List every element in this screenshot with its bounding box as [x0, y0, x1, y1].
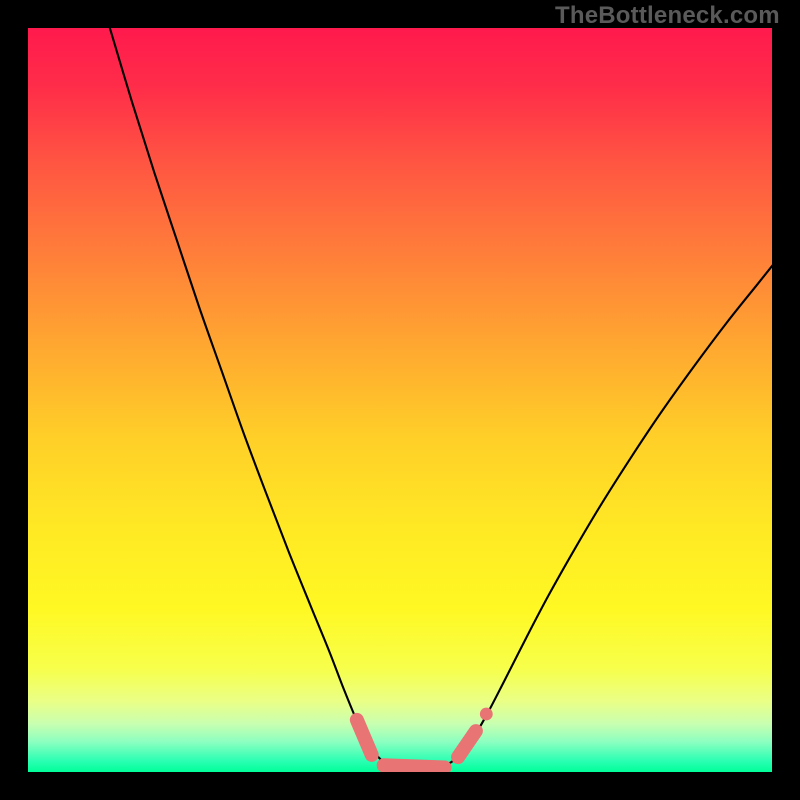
marker-capsule-1: [384, 765, 445, 767]
watermark-text: TheBottleneck.com: [555, 2, 780, 30]
marker-dot-3: [480, 708, 493, 721]
bottleneck-chart: [28, 28, 772, 772]
gradient-background: [28, 28, 772, 772]
